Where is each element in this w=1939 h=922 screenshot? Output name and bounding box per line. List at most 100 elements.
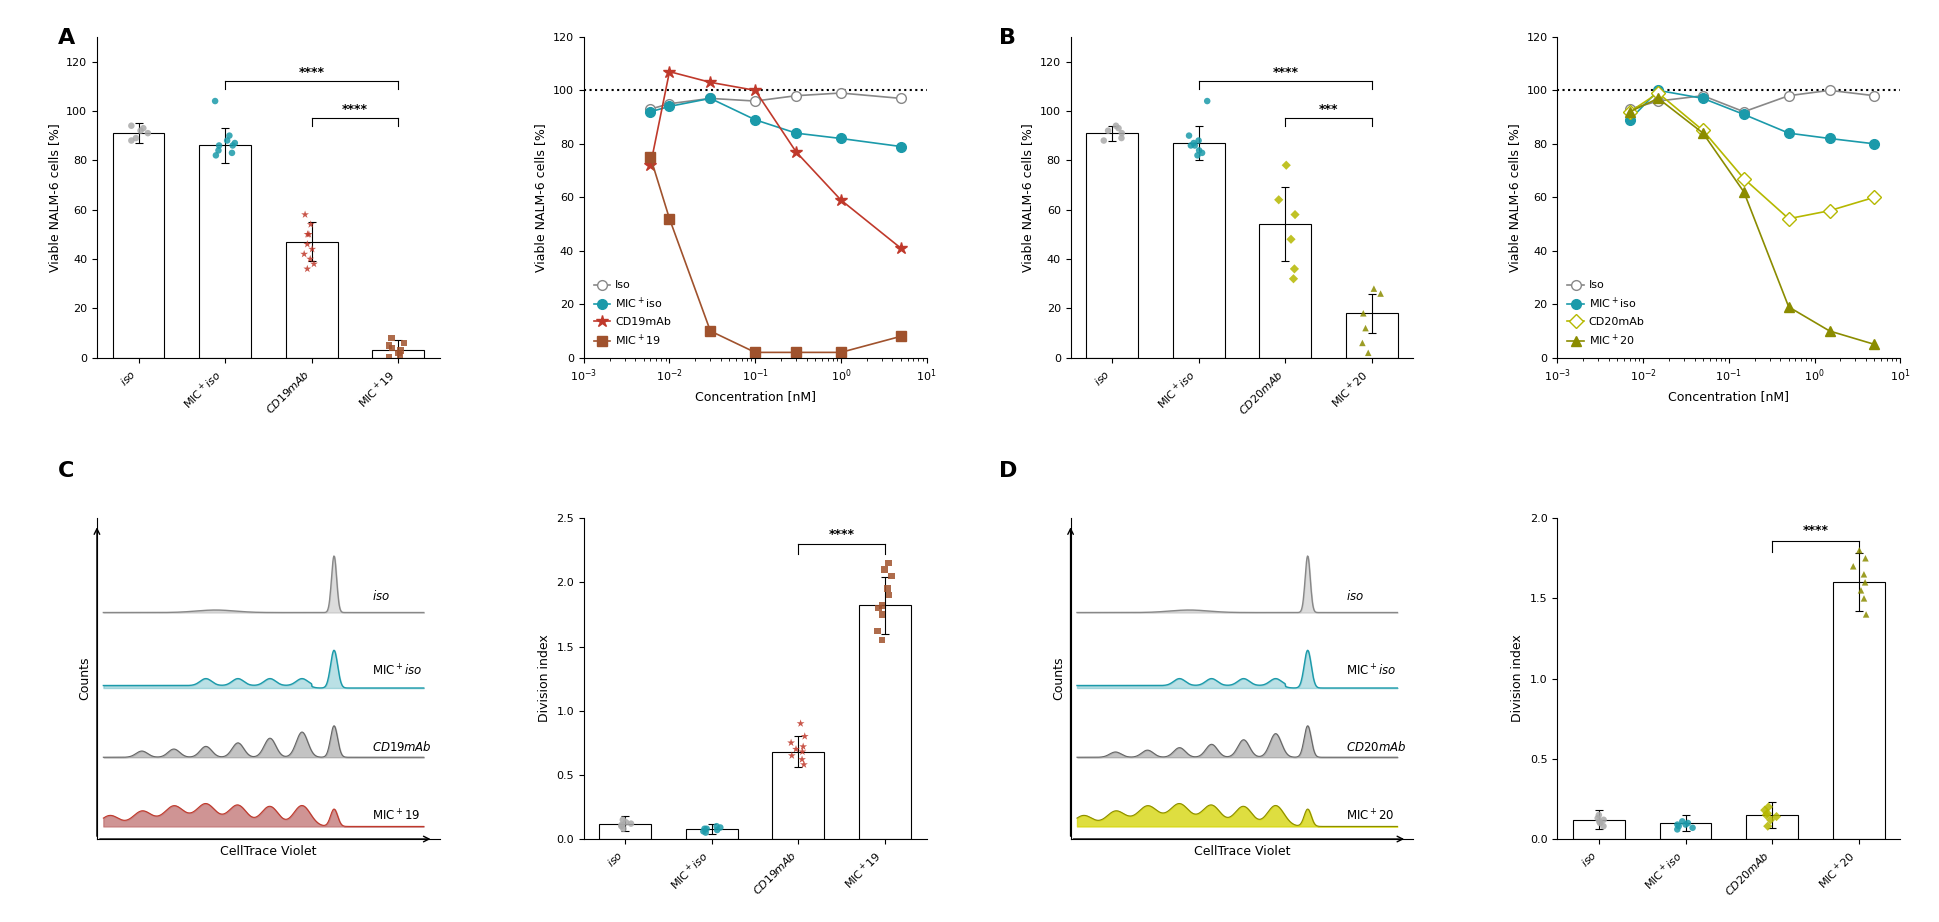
Iso (1646, 96, 1669, 107)
Text: B: B (999, 28, 1016, 48)
Point (869, 562, 900, 577)
Bar (1832, 583, 1885, 839)
Iso (743, 96, 766, 107)
Point (787, 739, 818, 754)
CD19mAb (698, 77, 721, 88)
Point (217, 138, 248, 153)
Point (787, 744, 818, 759)
Point (688, 824, 719, 839)
CD20mAb (1646, 88, 1669, 99)
Point (1187, 146, 1218, 160)
Point (299, 256, 330, 271)
X-axis label: CellTrace Violet: CellTrace Violet (1194, 845, 1289, 857)
Point (605, 819, 636, 833)
Point (1103, 121, 1134, 136)
Point (128, 121, 159, 136)
Point (1359, 281, 1390, 296)
Point (293, 227, 324, 242)
Text: A: A (58, 28, 76, 48)
Point (376, 331, 407, 346)
Text: $\it{CD19mAb}$: $\it{CD19mAb}$ (372, 740, 432, 754)
Point (1353, 346, 1384, 361)
Line: MIC$^+$iso: MIC$^+$iso (646, 93, 906, 151)
Point (702, 819, 733, 833)
Bar (1086, 133, 1138, 358)
Point (1848, 567, 1879, 582)
Point (609, 822, 640, 836)
CD19mAb (638, 160, 661, 171)
Line: CD20mAb: CD20mAb (1625, 89, 1879, 223)
Point (1179, 136, 1210, 150)
Point (204, 143, 235, 158)
Point (1844, 543, 1875, 558)
Iso (785, 90, 809, 101)
MIC$^+$iso (830, 133, 853, 144)
Point (1582, 810, 1613, 825)
Text: C: C (58, 461, 74, 481)
Bar (772, 751, 824, 839)
Point (120, 131, 151, 146)
Y-axis label: Viable NALM-6 cells [%]: Viable NALM-6 cells [%] (1509, 123, 1520, 272)
Point (1677, 821, 1708, 835)
Point (611, 815, 642, 830)
Point (863, 600, 894, 615)
Point (1173, 128, 1204, 143)
Point (211, 133, 242, 148)
Point (1848, 591, 1879, 606)
Bar (372, 350, 425, 358)
CD20mAb (1776, 213, 1799, 224)
MIC$^+$iso (1619, 114, 1642, 125)
MIC$^+$iso (1776, 127, 1799, 138)
Text: $\it{iso}$: $\it{iso}$ (372, 589, 390, 603)
MIC$^+$iso (1732, 109, 1755, 120)
Bar (1747, 815, 1797, 839)
Point (1280, 262, 1311, 277)
Iso (1776, 90, 1799, 101)
Point (289, 247, 320, 262)
Point (1753, 799, 1784, 814)
Point (1270, 158, 1301, 172)
Text: ****: **** (828, 527, 855, 540)
Point (1588, 819, 1619, 833)
Point (1755, 812, 1786, 827)
Bar (686, 829, 739, 839)
Y-axis label: Viable NALM-6 cells [%]: Viable NALM-6 cells [%] (48, 123, 60, 272)
CD19mAb (890, 242, 913, 254)
MIC$^+$20 (1863, 339, 1887, 350)
MIC$^+$19 (698, 325, 721, 337)
MIC$^+$19 (890, 331, 913, 342)
Point (776, 749, 807, 763)
Point (217, 146, 248, 160)
Point (1092, 124, 1123, 138)
Y-axis label: Viable NALM-6 cells [%]: Viable NALM-6 cells [%] (535, 123, 547, 272)
Point (384, 346, 415, 361)
Point (1668, 814, 1699, 829)
Point (785, 716, 816, 731)
Point (1175, 138, 1206, 153)
Point (1101, 118, 1132, 133)
Iso (657, 99, 681, 110)
Point (1838, 559, 1869, 573)
Bar (859, 606, 911, 839)
Text: ***: *** (1319, 103, 1338, 116)
Line: CD19mAb: CD19mAb (644, 65, 907, 254)
MIC$^+$19 (638, 152, 661, 163)
CD20mAb (1732, 173, 1755, 184)
Point (295, 252, 326, 266)
Point (293, 227, 324, 242)
CD19mAb (785, 147, 809, 158)
Point (776, 736, 807, 751)
MIC$^+$20 (1691, 127, 1714, 138)
Point (690, 822, 721, 836)
CD19mAb (657, 66, 681, 77)
Point (789, 757, 820, 772)
Point (116, 133, 147, 148)
Point (607, 812, 638, 827)
Point (1584, 814, 1615, 829)
X-axis label: Concentration [nM]: Concentration [nM] (1668, 390, 1790, 403)
Point (607, 818, 638, 833)
Point (1183, 133, 1214, 148)
Text: MIC$^+$$\it{iso}$: MIC$^+$$\it{iso}$ (372, 663, 423, 679)
Point (1751, 808, 1782, 822)
Point (867, 598, 898, 613)
